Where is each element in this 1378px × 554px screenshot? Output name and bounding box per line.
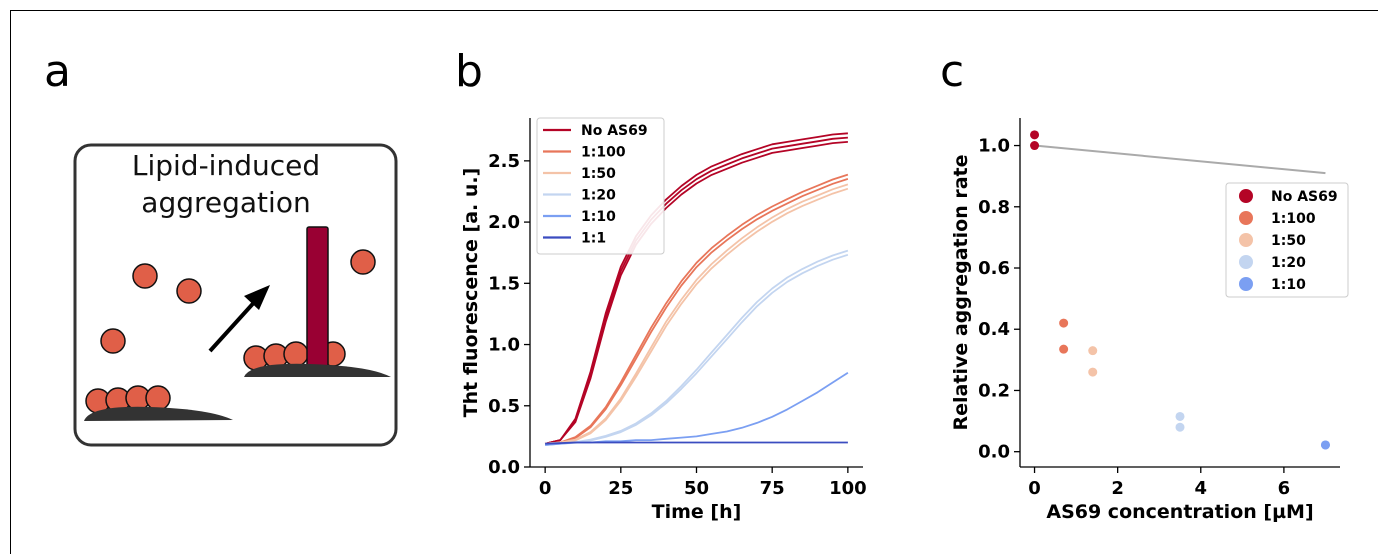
- panel-letter-a: a: [44, 46, 71, 97]
- data-point-1-100: [1059, 344, 1069, 354]
- series-line-1-20: [545, 253, 849, 446]
- lipid-membrane-left: [84, 406, 233, 421]
- y-tick-label: 0.8: [978, 197, 1010, 218]
- series-line-1-100: [545, 178, 849, 445]
- legend-label: 1:10: [581, 209, 616, 225]
- monomer: [176, 278, 202, 304]
- x-tick-label: 2: [1111, 478, 1124, 499]
- series-line-1-50: [545, 187, 849, 445]
- schematic-lipid-aggregation: Lipid-induced aggregation: [73, 143, 398, 447]
- legend-label: 1:1: [581, 231, 606, 247]
- data-point-1-100: [1059, 318, 1069, 328]
- x-tick-label: 0: [539, 478, 552, 499]
- y-tick-label: 2.0: [488, 212, 520, 233]
- legend-label: No AS69: [581, 123, 648, 139]
- legend-marker: [1239, 189, 1253, 203]
- legend-marker: [1239, 277, 1253, 291]
- y-tick-label: 1.0: [978, 136, 1010, 157]
- y-tick-label: 0.0: [978, 442, 1010, 463]
- lipid-membrane-right: [244, 363, 391, 377]
- legend-label: 1:10: [1271, 277, 1306, 293]
- y-tick-label: 0.6: [978, 258, 1010, 279]
- legend-marker: [1239, 211, 1253, 225]
- bound-monomer: [145, 385, 171, 411]
- legend-label: 1:50: [1271, 233, 1306, 249]
- x-tick-label: 6: [1278, 478, 1291, 499]
- schematic-title-line2: aggregation: [141, 186, 310, 219]
- y-tick-label: 2.5: [488, 151, 520, 172]
- monomer: [350, 249, 376, 275]
- y-axis-label: Tht fluorescence [a. u.]: [460, 168, 482, 418]
- series-line-1-100: [545, 173, 849, 445]
- panel-letter-b: b: [455, 46, 483, 97]
- legend-marker: [1239, 233, 1253, 247]
- x-tick-label: 25: [608, 478, 633, 499]
- legend-label: 1:100: [1271, 211, 1316, 227]
- x-axis-label: Time [h]: [652, 501, 742, 523]
- y-tick-label: 1.0: [488, 335, 520, 356]
- data-point-1-10: [1320, 440, 1330, 450]
- y-tick-label: 0.2: [978, 380, 1010, 401]
- x-tick-label: 50: [684, 478, 709, 499]
- data-point-no-as69: [1030, 130, 1040, 140]
- data-point-1-20: [1175, 422, 1185, 432]
- monomer: [100, 328, 126, 354]
- legend-label: 1:50: [581, 166, 616, 182]
- x-tick-label: 100: [829, 478, 867, 499]
- y-tick-label: 0.0: [488, 457, 520, 478]
- fit-line: [1034, 144, 1326, 175]
- panel-letter-c: c: [940, 46, 965, 97]
- data-point-1-50: [1088, 346, 1098, 356]
- y-tick-label: 0.5: [488, 396, 520, 417]
- arrow-head-icon: [244, 285, 270, 310]
- legend-marker: [1239, 255, 1253, 269]
- data-point-no-as69: [1030, 141, 1040, 151]
- bound-monomer: [283, 341, 309, 367]
- y-tick-label: 1.5: [488, 273, 520, 294]
- x-tick-label: 75: [760, 478, 785, 499]
- x-axis-label: AS69 concentration [µM]: [1046, 501, 1313, 523]
- legend-label: 1:100: [581, 145, 626, 161]
- legend-label: No AS69: [1271, 189, 1338, 205]
- series-line-no-as69: [544, 136, 848, 445]
- chart-relative-rate: 0 2 4 6 0.0 0.2 0.4 0.6 0.8 1.0 AS69 concentration…: [950, 118, 1349, 523]
- monomer: [132, 263, 158, 289]
- y-tick-label: 0.4: [978, 319, 1010, 340]
- legend-label: 1:20: [1271, 255, 1306, 271]
- x-tick-label: 0: [1028, 478, 1041, 499]
- y-axis-label: Relative aggregation rate: [950, 155, 972, 431]
- series-line-1-1: [545, 441, 848, 445]
- arrow-line: [208, 295, 261, 353]
- data-point-1-20: [1175, 411, 1185, 421]
- series-line-1-20: [545, 249, 849, 446]
- legend-label: 1:20: [581, 188, 616, 204]
- series-line-no-as69: [544, 132, 848, 445]
- legend-box: [1225, 182, 1349, 298]
- schematic-title-line1: Lipid-induced: [132, 149, 320, 182]
- data-point-1-50: [1088, 367, 1098, 377]
- series-line-1-50: [545, 183, 849, 445]
- figure-frame: [10, 10, 1378, 554]
- series-line-no-as69: [544, 141, 848, 445]
- x-tick-label: 4: [1195, 478, 1208, 499]
- fibril: [306, 226, 329, 368]
- chart-tht-kinetics: 0 25 50 75 100 0.0 0.5 1.0 1.5 2.0 2.5 Time [h] Tht …: [460, 117, 867, 523]
